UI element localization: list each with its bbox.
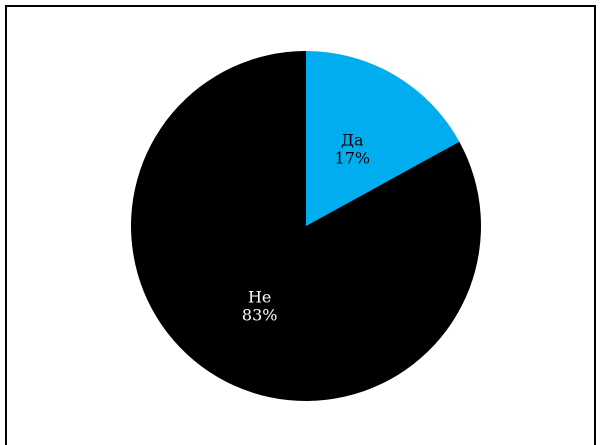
slice-da [306, 51, 460, 226]
slice-ne [130, 51, 481, 401]
slice-ne-name: Не [248, 287, 271, 306]
slice-da-percent: 17% [335, 149, 371, 168]
slice-da-name: Да [341, 131, 364, 150]
slice-ne-percent: 83% [242, 305, 278, 324]
